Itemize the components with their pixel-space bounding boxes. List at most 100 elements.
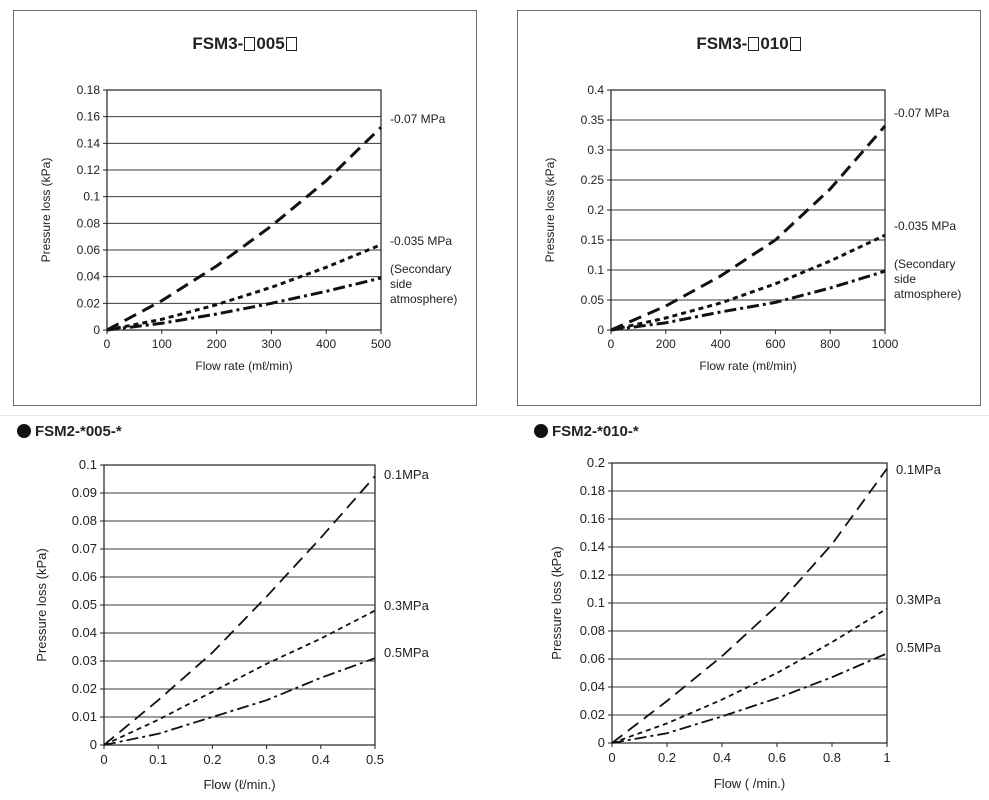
y-axis-label: Pressure loss (kPa) xyxy=(34,548,49,661)
chart-title-prefix: FSM3- xyxy=(696,34,748,53)
x-tick-label: 0.6 xyxy=(768,750,786,765)
y-tick-label: 0.04 xyxy=(77,270,101,284)
y-tick-label: 0.25 xyxy=(581,173,605,187)
y-tick-label: 0 xyxy=(598,735,605,750)
series-line-3 xyxy=(106,276,382,332)
y-tick-label: 0.12 xyxy=(580,567,605,582)
y-tick-label: 0.06 xyxy=(580,651,605,666)
chart-panel-fsm2-005: FSM2-*005-* 0 0.01 0.02 0.03 0.04 0.05 0.06 0.0… xyxy=(13,420,483,800)
series-label-2: -0.035 MPa xyxy=(894,219,956,233)
series-label-line: 0.5MPa xyxy=(896,640,942,655)
chart-title-code: 010 xyxy=(760,34,789,53)
y-tick-label: 0.02 xyxy=(580,707,605,722)
series-line-1 xyxy=(610,125,887,332)
section-heading-text: FSM2-*005-* xyxy=(35,423,122,440)
x-axis-label: Flow ( /min.) xyxy=(714,776,786,791)
x-tick-label: 1000 xyxy=(872,337,899,351)
y-tick-label: 0.04 xyxy=(72,625,97,640)
x-tick-label: 0.4 xyxy=(713,750,731,765)
series-line-3 xyxy=(611,652,888,744)
y-axis-label: Pressure loss (kPa) xyxy=(549,546,564,659)
chart-svg: 0 0.05 0.1 0.15 0.2 0.25 0.3 0.35 0.4 0 200 400 600 8… xyxy=(543,83,961,373)
placeholder-square-icon xyxy=(244,37,256,51)
series-label-line: 0.1MPa xyxy=(896,462,942,477)
series-label-2: -0.035 MPa xyxy=(390,234,452,248)
series-line-1 xyxy=(106,126,383,332)
series-label-line: atmosphere) xyxy=(894,287,961,301)
series-label-line: (Secondary xyxy=(390,262,451,276)
plot-frame xyxy=(610,89,886,331)
y-tick-label: 0.2 xyxy=(587,203,604,217)
series-line-1 xyxy=(611,468,888,744)
placeholder-square-icon xyxy=(789,37,801,51)
y-tick-label: 0.35 xyxy=(581,113,605,127)
x-tick-label: 300 xyxy=(261,337,281,351)
x-axis-label: Flow rate (mℓ/min) xyxy=(195,359,292,373)
series-label-line: -0.035 MPa xyxy=(894,219,956,233)
x-tick-label: 0.1 xyxy=(149,752,167,767)
series-line-1 xyxy=(103,475,376,746)
chart-panel-fsm3-010: FSM3- 010 0 0.05 0.1 0.15 0.2 0.25 0.3 0.35 0.4 0 2… xyxy=(517,10,981,406)
series-label-2: 0.3MPa xyxy=(384,598,430,613)
x-tick-label: 0.2 xyxy=(203,752,221,767)
series-label-1: -0.07 MPa xyxy=(390,112,446,126)
x-tick-label: 0.4 xyxy=(312,752,330,767)
x-axis-label: Flow rate (mℓ/min) xyxy=(699,359,796,373)
chart-title: FSM3- 005 xyxy=(14,34,476,54)
y-tick-label: 0.06 xyxy=(77,243,101,257)
placeholder-square-icon xyxy=(748,37,760,51)
x-tick-label: 800 xyxy=(820,337,840,351)
x-tick-label: 600 xyxy=(765,337,785,351)
y-tick-label: 0.1 xyxy=(83,190,100,204)
chart-panel-fsm2-010: FSM2-*010-* 0 0.02 0.04 0.06 0.08 0.1 0.12 0.14… xyxy=(530,420,989,800)
y-tick-label: 0.05 xyxy=(72,597,97,612)
series-label-3: (Secondary side atmosphere) xyxy=(894,257,961,301)
section-divider xyxy=(0,415,989,416)
x-tick-label: 0 xyxy=(100,752,107,767)
y-tick-label: 0.18 xyxy=(77,83,101,97)
y-tick-label: 0.08 xyxy=(580,623,605,638)
chart-title: FSM3- 010 xyxy=(518,34,980,54)
series-label-line: (Secondary xyxy=(894,257,955,271)
series-line-2 xyxy=(106,243,382,332)
x-tick-label: 0 xyxy=(608,750,615,765)
x-tick-label: 0.8 xyxy=(823,750,841,765)
y-tick-label: 0.07 xyxy=(72,541,97,556)
x-tick-label: 200 xyxy=(656,337,676,351)
y-tick-label: 0.03 xyxy=(72,653,97,668)
series-label-1: -0.07 MPa xyxy=(894,106,950,120)
x-tick-label: 200 xyxy=(207,337,227,351)
section-heading-text: FSM2-*010-* xyxy=(552,423,639,440)
series-label-line: -0.07 MPa xyxy=(390,112,446,126)
chart-title-prefix: FSM3- xyxy=(192,34,244,53)
y-tick-label: 0.08 xyxy=(77,216,101,230)
series-label-line: atmosphere) xyxy=(390,292,457,306)
series-line-2 xyxy=(611,607,888,744)
x-tick-label: 0.3 xyxy=(258,752,276,767)
y-tick-label: 0.02 xyxy=(72,681,97,696)
series-label-line: -0.035 MPa xyxy=(390,234,452,248)
section-heading: FSM2-*010-* xyxy=(534,423,639,440)
chart-svg: 0 0.01 0.02 0.03 0.04 0.05 0.06 0.07 0.08 0.09 0.1… xyxy=(34,457,430,792)
y-tick-label: 0.12 xyxy=(77,163,101,177)
y-axis-label: Pressure loss (kPa) xyxy=(543,158,557,263)
bullet-dot-icon xyxy=(17,424,31,438)
chart-svg: 0 0.02 0.04 0.06 0.08 0.1 0.12 0.14 0.16 0.18 0 100… xyxy=(39,83,457,373)
plot-frame xyxy=(106,89,382,331)
y-tick-label: 0.4 xyxy=(587,83,604,97)
x-tick-label: 0 xyxy=(104,337,111,351)
y-tick-label: 0.04 xyxy=(580,679,605,694)
y-tick-label: 0.1 xyxy=(587,263,604,277)
section-heading: FSM2-*005-* xyxy=(17,423,122,440)
plot-frame xyxy=(103,464,376,746)
x-tick-label: 500 xyxy=(371,337,391,351)
series-label-line: 0.3MPa xyxy=(384,598,430,613)
y-axis-label: Pressure loss (kPa) xyxy=(39,158,53,263)
y-tick-label: 0.1 xyxy=(79,457,97,472)
series-label-line: -0.07 MPa xyxy=(894,106,950,120)
series-label-line: 0.5MPa xyxy=(384,645,430,660)
x-tick-label: 0 xyxy=(608,337,615,351)
y-tick-label: 0.05 xyxy=(581,293,605,307)
series-line-2 xyxy=(610,233,886,332)
series-line-3 xyxy=(610,269,886,332)
